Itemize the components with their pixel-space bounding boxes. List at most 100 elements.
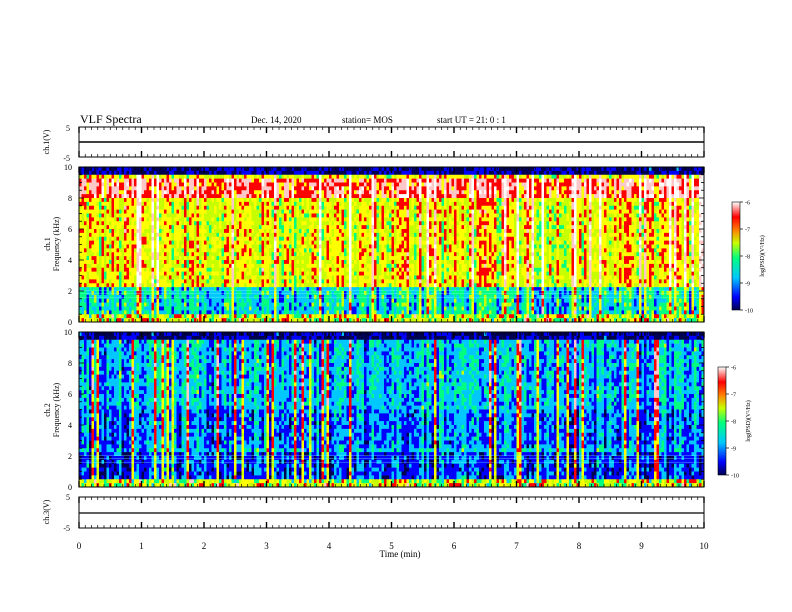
- spectrogram-cell: [292, 264, 295, 268]
- spectrogram-cell: [182, 171, 185, 175]
- spectrogram-cell: [169, 198, 172, 202]
- spectrogram-cell: [94, 276, 97, 280]
- spectrogram-cell: [299, 264, 302, 268]
- spectrogram-cell: [184, 179, 187, 183]
- spectrogram-cell: [194, 183, 197, 187]
- spectrogram-cell: [354, 206, 357, 210]
- spectrogram-cell: [289, 260, 292, 264]
- spectrogram-cell: [204, 202, 207, 206]
- spectrogram-cell: [347, 229, 350, 233]
- spectrogram-cell: [137, 221, 140, 225]
- spectrogram-cell: [244, 276, 247, 280]
- spectrogram-cell: [197, 310, 200, 314]
- spectrogram-cell: [182, 233, 185, 237]
- spectrogram-cell: [144, 283, 147, 287]
- spectrogram-cell: [99, 241, 102, 245]
- spectrogram-cell: [304, 248, 307, 252]
- spectrogram-cell: [232, 303, 235, 307]
- spectrogram-cell: [289, 190, 292, 194]
- spectrogram-cell: [227, 283, 230, 287]
- spectrogram-cell: [187, 167, 190, 171]
- spectrogram-cell: [277, 225, 280, 229]
- spectrogram-cell: [354, 186, 357, 190]
- spectrogram-cell: [94, 245, 97, 249]
- spectrogram-cell: [149, 272, 152, 276]
- spectrogram-cell: [254, 206, 257, 210]
- spectrogram-cell: [122, 190, 125, 194]
- spectrogram-cell: [137, 283, 140, 287]
- spectrogram-cell: [87, 303, 90, 307]
- spectrogram-cell: [344, 279, 347, 283]
- spectrogram-cell: [122, 272, 125, 276]
- spectrogram-cell: [184, 310, 187, 314]
- spectrogram-cell: [109, 190, 112, 194]
- spectrogram-cell: [229, 268, 232, 272]
- spectrogram-cell: [339, 252, 342, 256]
- spectrogram-cell: [304, 179, 307, 183]
- spectrogram-cell: [132, 183, 135, 187]
- spectrogram-cell: [114, 198, 117, 202]
- spectrogram-cell: [172, 248, 175, 252]
- spectrogram-cell: [167, 307, 170, 311]
- spectrogram-cell: [344, 237, 347, 241]
- spectrogram-cell: [374, 229, 377, 233]
- spectrogram-cell: [344, 214, 347, 218]
- spectrogram-cell: [112, 214, 115, 218]
- spectrogram-cell: [159, 279, 162, 283]
- spectrogram-cell: [117, 264, 120, 268]
- spectrogram-cell: [112, 206, 115, 210]
- spectrogram-cell: [142, 241, 145, 245]
- spectrogram-cell: [132, 194, 135, 198]
- spectrogram-cell: [227, 272, 230, 276]
- spectrogram-cell: [212, 245, 215, 249]
- spectrogram-cell: [174, 264, 177, 268]
- spectrogram-cell: [279, 210, 282, 214]
- spectrogram-cell: [294, 279, 297, 283]
- spectrogram-cell: [247, 264, 250, 268]
- spectrogram-cell: [174, 221, 177, 225]
- spectrogram-cell: [339, 256, 342, 260]
- spectrogram-cell: [167, 279, 170, 283]
- spectrogram-cell: [187, 287, 190, 291]
- spectrogram-cell: [124, 268, 127, 272]
- spectrogram-cell: [372, 303, 375, 307]
- spectrogram-cell: [327, 283, 330, 287]
- spectrogram-cell: [237, 245, 240, 249]
- spectrogram-cell: [269, 210, 272, 214]
- spectrogram-cell: [364, 276, 367, 280]
- spectrogram-cell: [297, 299, 300, 303]
- spectrogram-cell: [352, 264, 355, 268]
- spectrogram-cell: [294, 264, 297, 268]
- spectrogram-cell: [202, 229, 205, 233]
- spectrogram-cell: [314, 233, 317, 237]
- spectrogram-cell: [117, 268, 120, 272]
- spectrogram-cell: [202, 202, 205, 206]
- spectrogram-cell: [234, 183, 237, 187]
- spectrogram-cell: [274, 241, 277, 245]
- spectrogram-cell: [292, 307, 295, 311]
- spectrogram-cell: [109, 252, 112, 256]
- spectrogram-cell: [114, 217, 117, 221]
- spectrogram-cell: [224, 264, 227, 268]
- spectrogram-cell: [219, 272, 222, 276]
- spectrogram-cell: [279, 245, 282, 249]
- spectrogram-cell: [279, 194, 282, 198]
- spectrogram-cell: [369, 276, 372, 280]
- spectrogram-cell: [267, 229, 270, 233]
- spectrogram-cell: [297, 248, 300, 252]
- spectrogram-cell: [322, 229, 325, 233]
- spectrogram-cell: [227, 310, 230, 314]
- spectrogram-cell: [89, 260, 92, 264]
- spectrogram-cell: [289, 248, 292, 252]
- spectrogram-cell: [234, 221, 237, 225]
- spectrogram-cell: [197, 221, 200, 225]
- spectrogram-cell: [377, 194, 380, 198]
- spectrogram-cell: [134, 279, 137, 283]
- spectrogram-cell: [209, 217, 212, 221]
- spectrogram-cell: [82, 307, 85, 311]
- spectrogram-cell: [302, 276, 305, 280]
- spectrogram-cell: [362, 256, 365, 260]
- spectrogram-cell: [182, 245, 185, 249]
- spectrogram-cell: [324, 256, 327, 260]
- spectrogram-cell: [292, 233, 295, 237]
